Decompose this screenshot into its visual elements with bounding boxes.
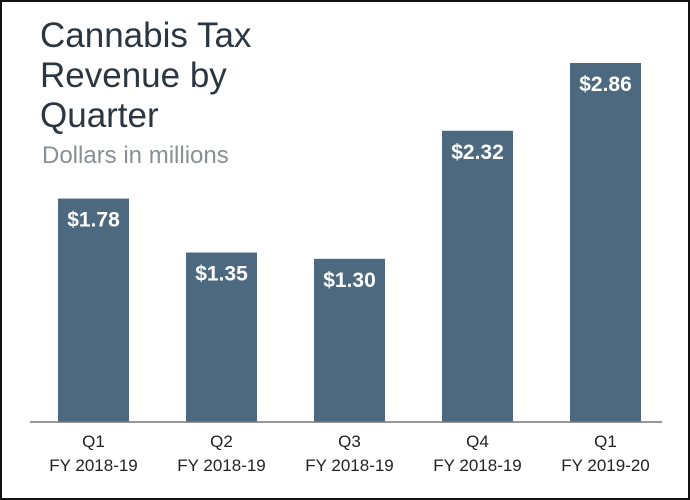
x-tick-label: FY 2019-20 xyxy=(561,456,650,475)
data-label: $2.86 xyxy=(579,73,632,96)
bar xyxy=(442,130,513,423)
bar xyxy=(58,198,129,422)
x-tick-label: Q3 xyxy=(338,432,361,451)
x-tick-label: Q1 xyxy=(82,432,105,451)
x-tick-label: FY 2018-19 xyxy=(177,456,266,475)
chart-title: Cannabis Tax Revenue by Quarter xyxy=(40,16,252,135)
x-tick-label: Q1 xyxy=(594,432,617,451)
data-label: $1.78 xyxy=(67,209,120,232)
x-tick-label: Q4 xyxy=(466,432,489,451)
data-label: $1.35 xyxy=(195,263,248,286)
bar xyxy=(570,63,641,422)
data-label: $2.32 xyxy=(451,141,504,164)
x-tick-label: Q2 xyxy=(210,432,233,451)
data-label: $1.30 xyxy=(323,269,376,292)
bar xyxy=(186,252,257,422)
x-tick-label: FY 2018-19 xyxy=(305,456,394,475)
chart-subtitle: Dollars in millions xyxy=(42,142,229,169)
x-tick-label: FY 2018-19 xyxy=(49,456,138,475)
bar xyxy=(314,258,385,422)
x-tick-label: FY 2018-19 xyxy=(433,456,522,475)
